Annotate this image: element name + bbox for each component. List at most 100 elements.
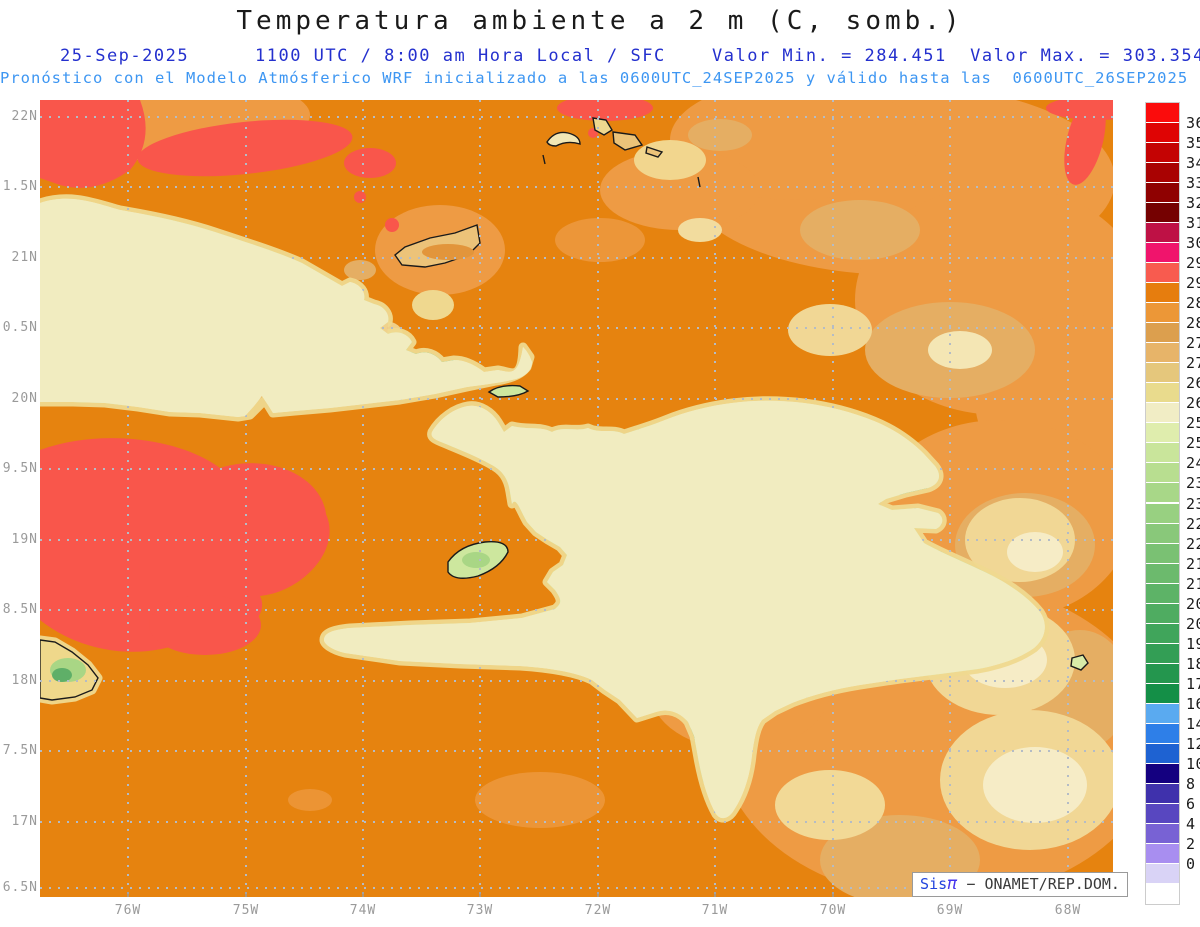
colorbar-label-26.5: 26.5 <box>1186 374 1200 393</box>
colorbar-cell <box>1146 603 1179 624</box>
colorbar-cell <box>1146 883 1179 904</box>
colorbar-cell <box>1146 283 1179 304</box>
colorbar-label-28.5: 28.5 <box>1186 294 1200 313</box>
lat-label-21N: 21N <box>11 250 38 265</box>
colorbar-label-36: 36 <box>1186 114 1200 133</box>
colorbar-cell <box>1146 423 1179 444</box>
lat-label-19N: 19N <box>11 532 38 547</box>
colorbar-label-23: 23 <box>1186 494 1200 513</box>
colorbar-label-16: 16 <box>1186 694 1200 713</box>
map-title: Temperatura ambiente a 2 m (C, somb.) <box>236 6 964 36</box>
lon-label-74W: 74W <box>349 903 377 918</box>
colorbar-label-18: 18 <box>1186 654 1200 673</box>
lat-label-9.5N: 9.5N <box>2 461 38 476</box>
colorbar-cell <box>1146 623 1179 644</box>
colorbar-cell <box>1146 663 1179 684</box>
colorbar-cell <box>1146 243 1179 264</box>
colorbar-cell <box>1146 443 1179 464</box>
gonave-ridge <box>462 552 490 568</box>
colorbar-cell <box>1146 643 1179 664</box>
colorbar-label-26: 26 <box>1186 394 1200 413</box>
colorbar-cell <box>1146 323 1179 344</box>
credit-org: − ONAMET/REP.DOM. <box>957 875 1120 893</box>
colorbar-label-22.5: 22.5 <box>1186 514 1200 533</box>
colorbar-cell <box>1146 783 1179 804</box>
colorbar-cell <box>1146 503 1179 524</box>
caicos-island-3 <box>612 131 644 151</box>
colorbar-cell <box>1146 303 1179 324</box>
colorbar-label-28: 28 <box>1186 314 1200 333</box>
jamaica-tip <box>39 639 99 701</box>
lat-label-7.5N: 7.5N <box>2 743 38 758</box>
sispi-name: Sis <box>920 875 948 893</box>
colorbar-label-25.5: 25.5 <box>1186 414 1200 433</box>
small-cay-1 <box>542 154 546 165</box>
lon-label-75W: 75W <box>232 903 260 918</box>
inagua-interior <box>422 244 474 260</box>
colorbar-label-2: 2 <box>1186 834 1196 853</box>
lat-label-18N: 18N <box>11 673 38 688</box>
lat-label-17N: 17N <box>11 814 38 829</box>
lon-label-70W: 70W <box>819 903 847 918</box>
colorbar-label-14: 14 <box>1186 714 1200 733</box>
colorbar-cell <box>1146 383 1179 404</box>
colorbar-cell <box>1146 863 1179 884</box>
colorbar-label-12: 12 <box>1186 734 1200 753</box>
colorbar-cell <box>1146 223 1179 244</box>
colorbar-cell <box>1146 723 1179 744</box>
map-canvas <box>0 70 1165 905</box>
colorbar-label-25: 25 <box>1186 434 1200 453</box>
small-cay-2 <box>697 176 701 188</box>
colorbar-cell <box>1146 263 1179 284</box>
colorbar-cell <box>1146 583 1179 604</box>
lon-label-76W: 76W <box>114 903 142 918</box>
colorbar-cell <box>1146 343 1179 364</box>
colorbar-cell <box>1146 803 1179 824</box>
colorbar-cell <box>1146 563 1179 584</box>
pi-symbol: π <box>947 874 958 894</box>
colorbar-cell <box>1146 703 1179 724</box>
lat-label-6.5N: 6.5N <box>2 880 38 895</box>
colorbar-cell <box>1146 143 1179 164</box>
caicos-island-4 <box>645 146 664 158</box>
colorbar-label-30.7: 30.7 <box>1186 234 1200 253</box>
colorbar-label-22: 22 <box>1186 534 1200 553</box>
valid-time: 1100 UTC / 8:00 am Hora Local / SFC <box>255 46 666 66</box>
temperature-colorbar <box>1145 102 1180 905</box>
colorbar-label-29: 29 <box>1186 274 1200 293</box>
colorbar-label-21.5: 21.5 <box>1186 554 1200 573</box>
colorbar-cell <box>1146 843 1179 864</box>
colorbar-label-6: 6 <box>1186 794 1196 813</box>
colorbar-cell <box>1146 363 1179 384</box>
colorbar-label-27.5: 27.5 <box>1186 334 1200 353</box>
colorbar-label-17: 17 <box>1186 674 1200 693</box>
lat-label-22N: 22N <box>11 109 38 124</box>
min-max-values: Valor Min. = 284.451 Valor Max. = 303.35… <box>712 46 1200 66</box>
colorbar-label-0: 0 <box>1186 854 1196 873</box>
lat-label-1.5N: 1.5N <box>2 179 38 194</box>
colorbar-cell <box>1146 403 1179 424</box>
colorbar-label-8: 8 <box>1186 774 1196 793</box>
credit-badge: Sisπ − ONAMET/REP.DOM. <box>912 872 1128 897</box>
colorbar-label-23.5: 23.5 <box>1186 474 1200 493</box>
colorbar-label-33: 33 <box>1186 174 1200 193</box>
lon-label-68W: 68W <box>1054 903 1082 918</box>
colorbar-label-4: 4 <box>1186 814 1196 833</box>
lon-label-71W: 71W <box>701 903 729 918</box>
longitude-ticks <box>127 892 1069 897</box>
colorbar-cell <box>1146 103 1179 124</box>
colorbar-cell <box>1146 523 1179 544</box>
colorbar-cell <box>1146 183 1179 204</box>
colorbar-cell <box>1146 483 1179 504</box>
lat-label-20N: 20N <box>11 391 38 406</box>
colorbar-cell <box>1146 463 1179 484</box>
colorbar-label-29.7: 29.7 <box>1186 254 1200 273</box>
colorbar-label-20: 20 <box>1186 614 1200 633</box>
colorbar-cell <box>1146 823 1179 844</box>
lon-label-69W: 69W <box>936 903 964 918</box>
colorbar-label-35: 35 <box>1186 134 1200 153</box>
lon-label-72W: 72W <box>584 903 612 918</box>
mona-island <box>1070 654 1089 671</box>
lat-label-0.5N: 0.5N <box>2 320 38 335</box>
